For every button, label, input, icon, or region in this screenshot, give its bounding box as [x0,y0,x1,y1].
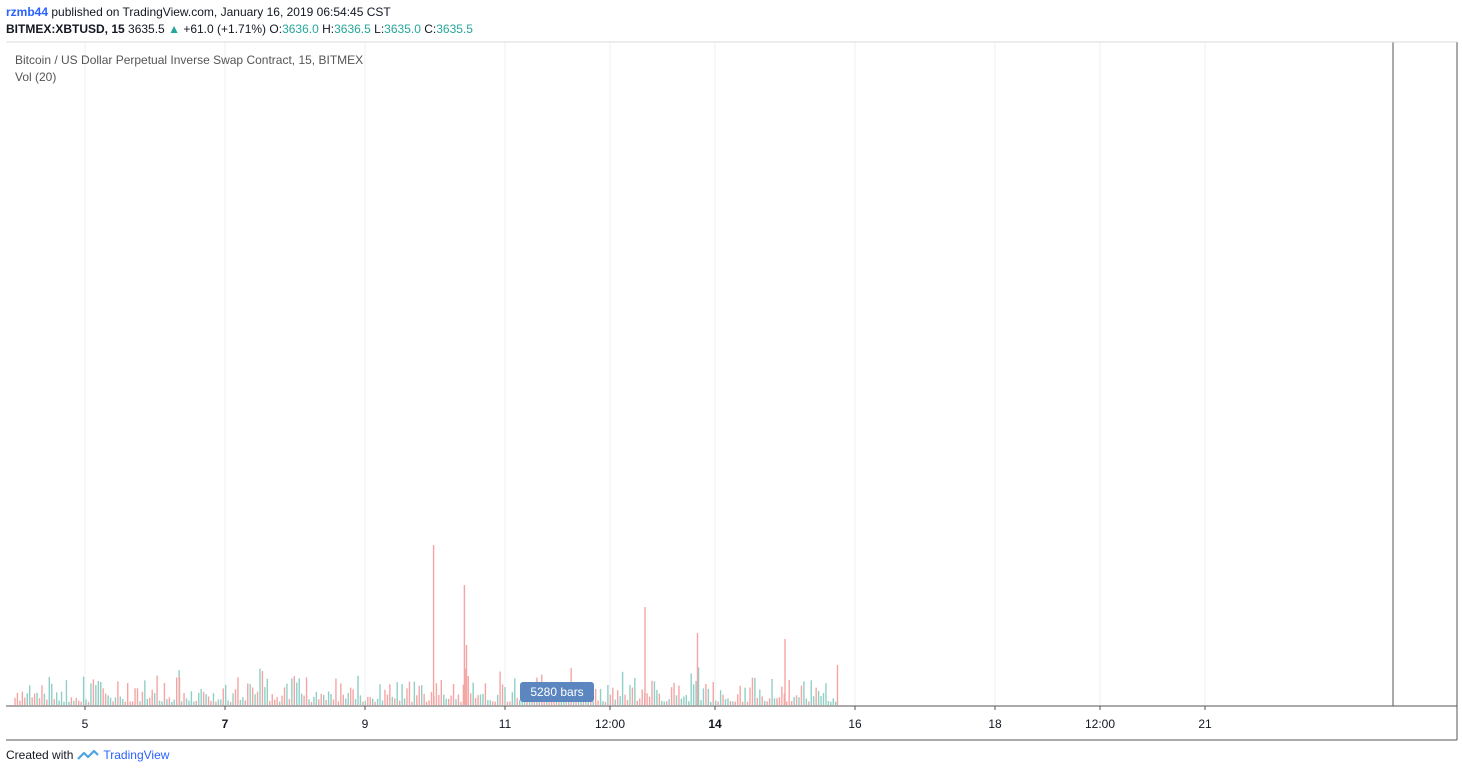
x-tick-label: 21 [1198,717,1212,731]
low-value: 3635.0 [384,22,421,36]
last-price: 3635.5 [128,22,165,36]
published-info: published on TradingView.com, January 16… [51,5,391,19]
grid [84,42,1206,706]
x-tick-label: 12:00 [1085,717,1115,731]
chart-header: rzmb44 published on TradingView.com, Jan… [6,5,473,36]
up-arrow-icon: ▲ [168,22,180,36]
tradingview-logo-icon [77,749,100,760]
chart-pane[interactable] [6,42,1393,706]
volume-indicator-label: Vol (20) [15,70,56,84]
x-tick-label: 5 [82,717,89,731]
x-tick-label: 11 [499,717,512,731]
x-tick-label: 12:00 [595,717,625,731]
x-tick-label: 9 [362,717,369,731]
x-tick-label: 14 [708,717,722,731]
x-tick-label: 18 [988,717,1002,731]
axes: 3960.03920.03880.03840.03800.03760.03720… [6,41,1458,741]
author-name[interactable]: rzmb44 [6,5,49,19]
footer: Created with TradingView [6,748,169,762]
high-value: 3636.5 [334,22,371,36]
close-value: 3635.5 [436,22,473,36]
price-change: +61.0 (+1.71%) [183,22,267,36]
open-value: 3636.0 [282,22,319,36]
chart-title: Bitcoin / US Dollar Perpetual Inverse Sw… [15,53,363,67]
symbol-label: BITMEX:XBTUSD, 15 [6,22,125,36]
created-with-label: Created with [6,748,74,762]
chart-texts: Bitcoin / US Dollar Perpetual Inverse Sw… [15,53,594,702]
x-tick-label: 7 [222,717,229,731]
bars-count-badge [520,682,594,702]
bars-count-label: 5280 bars [530,685,583,699]
x-tick-label: 16 [848,717,862,731]
tradingview-brand[interactable]: TradingView [103,748,170,762]
